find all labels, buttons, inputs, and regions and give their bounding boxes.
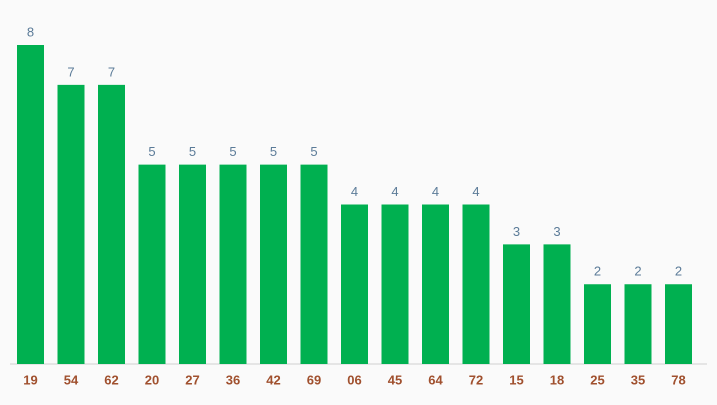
bar [503, 244, 530, 364]
value-label: 4 [432, 184, 439, 199]
value-label: 4 [351, 184, 358, 199]
value-label: 4 [391, 184, 398, 199]
x-tick-label: 62 [104, 372, 118, 387]
x-tick-label: 36 [226, 372, 240, 387]
value-label: 5 [148, 144, 155, 159]
x-tick-label: 06 [347, 372, 361, 387]
x-tick-label: 27 [185, 372, 199, 387]
bar [462, 204, 490, 364]
bar [624, 284, 652, 364]
bar [179, 164, 206, 364]
value-label: 5 [229, 144, 236, 159]
bar [341, 204, 368, 364]
value-label: 2 [675, 264, 682, 279]
value-label: 5 [310, 144, 317, 159]
bar [665, 284, 692, 364]
x-tick-label: 35 [631, 372, 645, 387]
value-label: 7 [108, 64, 115, 79]
x-tick-label: 45 [388, 372, 402, 387]
value-label: 3 [513, 224, 520, 239]
value-label: 7 [67, 64, 74, 79]
bar [260, 164, 287, 364]
bar [57, 84, 85, 364]
bar [584, 284, 611, 364]
x-tick-label: 42 [266, 372, 280, 387]
x-tick-label: 18 [550, 372, 564, 387]
bar [138, 164, 166, 364]
x-tick-label: 64 [428, 372, 443, 387]
x-tick-label: 19 [23, 372, 37, 387]
value-label: 3 [553, 224, 560, 239]
bar [381, 204, 409, 364]
x-tick-label: 78 [671, 372, 685, 387]
value-label: 5 [189, 144, 196, 159]
bar [543, 244, 571, 364]
bar [300, 164, 328, 364]
bar [98, 84, 125, 364]
value-label: 4 [472, 184, 479, 199]
value-label: 5 [270, 144, 277, 159]
value-label: 8 [27, 24, 34, 39]
bar [219, 164, 247, 364]
x-tick-label: 15 [509, 372, 523, 387]
value-label: 2 [634, 264, 641, 279]
bar [17, 45, 44, 364]
x-tick-label: 20 [145, 372, 159, 387]
x-tick-label: 25 [590, 372, 604, 387]
x-tick-label: 69 [307, 372, 321, 387]
x-tick-label: 54 [64, 372, 79, 387]
value-label: 2 [594, 264, 601, 279]
bar [422, 204, 449, 364]
x-tick-label: 72 [469, 372, 483, 387]
